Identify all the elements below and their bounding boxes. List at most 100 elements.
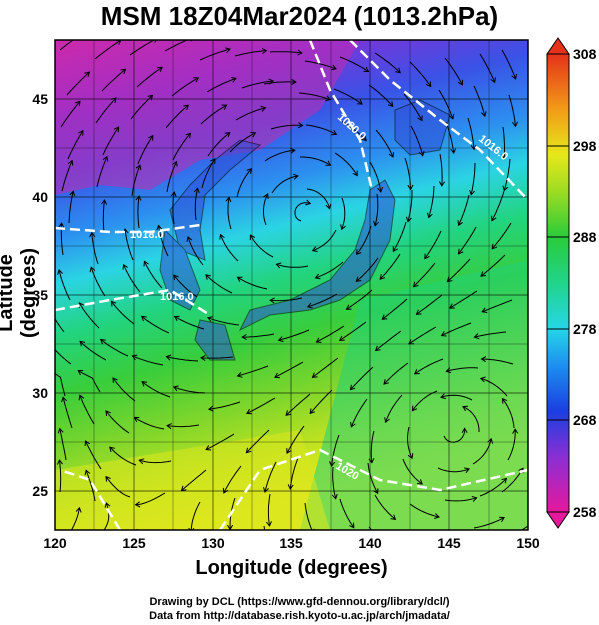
streamline-arrow [352, 170, 358, 177]
streamline [61, 160, 73, 192]
streamline-arrow [67, 159, 74, 166]
streamline-arrow [377, 187, 384, 193]
streamline [309, 389, 333, 414]
streamline [444, 497, 477, 502]
streamline-arrow [245, 447, 252, 454]
streamline [173, 274, 198, 298]
streamline [438, 89, 454, 119]
streamline [350, 398, 368, 428]
streamline [340, 120, 367, 141]
streamline [237, 276, 268, 290]
streamline [167, 424, 200, 428]
streamline-arrow [297, 49, 303, 56]
streamline [78, 302, 100, 329]
streamline [381, 298, 408, 320]
streamline [62, 397, 73, 429]
streamline-arrow [356, 249, 362, 256]
streamline [312, 229, 337, 252]
streamline [270, 297, 303, 302]
streamline [123, 264, 141, 293]
streamline-arrow [389, 543, 394, 548]
colorbar-min-arrow [546, 511, 570, 529]
streamline [370, 430, 375, 463]
streamline-arrow [480, 271, 487, 277]
streamline [267, 493, 271, 526]
streamline [300, 156, 331, 166]
streamline-arrow [131, 354, 138, 361]
streamline [91, 232, 99, 265]
streamline-arrow [501, 397, 508, 404]
streamline-arrow [180, 485, 187, 492]
streamline-arrow [274, 372, 280, 379]
streamline-arrow [266, 521, 272, 527]
streamline [404, 536, 434, 547]
streamline-arrow [387, 101, 394, 108]
streamline-arrow [56, 459, 63, 465]
streamline [129, 40, 156, 56]
streamline [100, 339, 129, 357]
streamline [173, 386, 206, 394]
plot-area: 1020.0 1016.0 1018.0 1016.0 1020 [55, 40, 528, 548]
streamline-arrow [148, 134, 154, 141]
streamline-arrow [355, 276, 362, 283]
streamline-arrow [89, 266, 96, 273]
streamline-arrow [186, 235, 193, 242]
streamline-arrow [315, 337, 322, 343]
streamline-arrow [512, 121, 519, 128]
streamline-arrow [357, 99, 363, 105]
streamline [164, 40, 189, 52]
streamline [271, 175, 298, 194]
streamline-arrow [69, 190, 76, 197]
y-tick-40: 40 [32, 189, 48, 205]
streamline-arrow [99, 338, 106, 345]
streamline [439, 153, 443, 186]
streamline [480, 254, 506, 277]
streamline [407, 190, 413, 222]
cb-tick-298: 298 [573, 138, 597, 154]
streamline [249, 234, 274, 258]
streamline-arrow [147, 94, 154, 101]
streamline-arrow [479, 376, 486, 383]
streamline-arrow [440, 393, 446, 400]
streamline-arrow [450, 148, 457, 154]
streamline [379, 253, 401, 280]
streamline-arrow [120, 68, 127, 75]
streamline-arrow [58, 222, 65, 228]
streamline [339, 56, 369, 72]
streamline [207, 132, 231, 157]
streamline-arrow [297, 122, 304, 129]
x-tick-145: 145 [437, 535, 461, 551]
streamline [374, 494, 396, 520]
streamline-arrow [470, 144, 477, 151]
streamline-arrow [350, 421, 356, 428]
streamline-arrow [512, 428, 519, 434]
cb-tick-268: 268 [573, 412, 597, 428]
streamline-arrow [57, 269, 63, 275]
streamline-arrow [413, 369, 420, 375]
streamline-arrow [501, 154, 508, 160]
streamline [446, 367, 479, 372]
streamline-arrow [449, 303, 455, 309]
streamline-arrow [109, 446, 115, 453]
streamline [55, 348, 72, 365]
streamline [77, 370, 101, 393]
streamline [234, 50, 267, 57]
streamline-arrow [236, 276, 243, 282]
streamline-arrow [75, 100, 81, 107]
streamline [223, 465, 242, 494]
streamline [59, 428, 67, 461]
cb-tick-258: 258 [573, 504, 597, 520]
streamline-arrow [286, 448, 292, 454]
streamline [105, 410, 130, 434]
streamline [85, 470, 96, 502]
streamline-arrow [480, 111, 487, 118]
streamline-arrow [172, 385, 179, 392]
streamline-arrow [481, 307, 488, 313]
streamline-arrow [340, 224, 346, 231]
streamline-arrow [331, 493, 338, 500]
isobar-label-3: 1018.0 [130, 229, 164, 241]
streamline [441, 322, 472, 337]
streamline [201, 158, 216, 189]
streamline-arrow [490, 77, 496, 84]
